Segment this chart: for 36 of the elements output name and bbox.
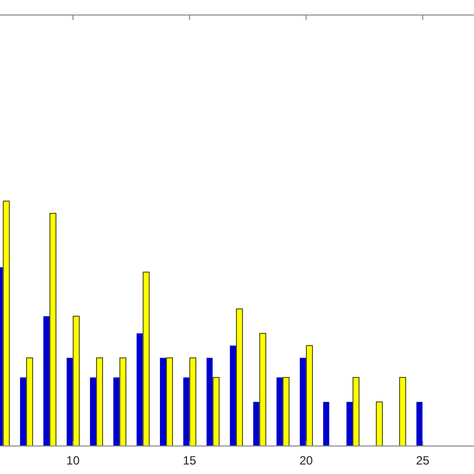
bar — [20, 377, 26, 446]
bar — [189, 357, 196, 446]
bar — [276, 377, 283, 446]
bar — [113, 377, 120, 446]
bar — [96, 357, 103, 446]
x-tick-label: 10 — [66, 454, 80, 468]
bar — [66, 358, 73, 446]
bar — [236, 308, 243, 446]
bar — [90, 377, 96, 446]
x-tick-label: 15 — [182, 454, 197, 468]
bar — [346, 402, 353, 446]
bar — [416, 402, 422, 446]
bar — [376, 402, 383, 446]
bar — [259, 332, 266, 446]
x-tick-label: 20 — [299, 454, 314, 468]
bar — [300, 358, 306, 446]
bar — [49, 212, 56, 446]
bar — [230, 346, 236, 446]
bar — [206, 358, 213, 446]
bar — [142, 272, 150, 446]
bar — [282, 377, 290, 446]
bar — [306, 345, 313, 446]
bar — [72, 316, 80, 446]
bar — [323, 402, 330, 446]
bar — [119, 357, 126, 446]
bar — [352, 377, 360, 446]
bar — [43, 316, 50, 446]
x-tick-label: 25 — [416, 454, 430, 468]
bar — [160, 358, 166, 446]
bar — [136, 333, 143, 446]
bar — [212, 377, 220, 446]
bar — [166, 357, 173, 446]
bar — [26, 357, 34, 446]
bar — [183, 377, 190, 446]
bar — [399, 377, 406, 446]
bar — [253, 402, 260, 446]
